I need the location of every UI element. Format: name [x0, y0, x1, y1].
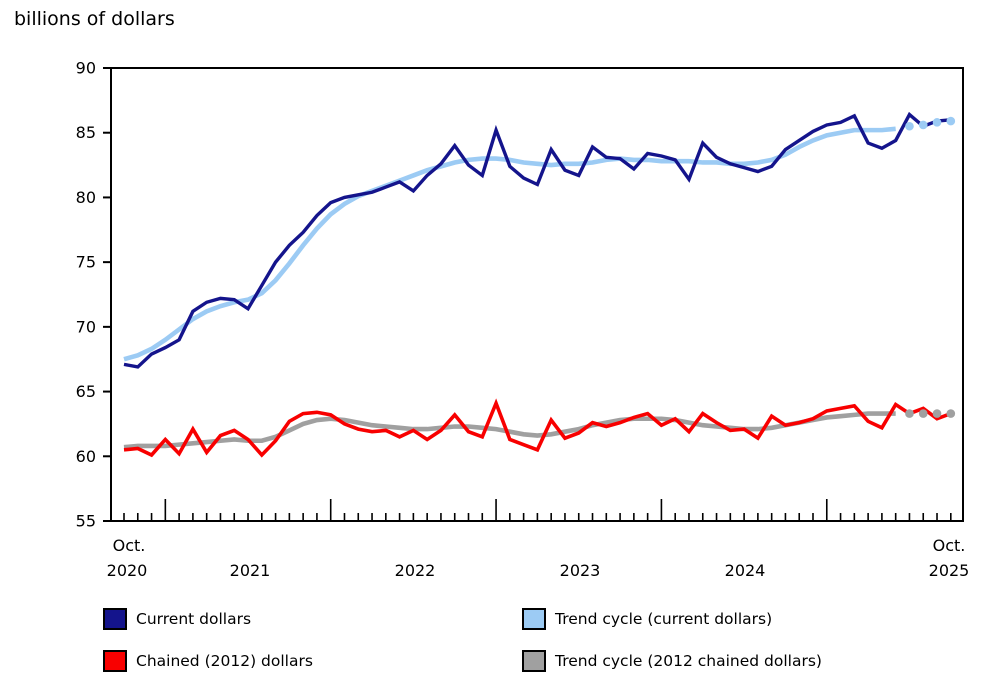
svg-text:55: 55 [76, 512, 96, 531]
x-label-year-2021: 2021 [229, 561, 271, 580]
legend-label-trend-chained: Trend cycle (2012 chained dollars) [555, 652, 822, 670]
legend-item-trend-chained: Trend cycle (2012 chained dollars) [522, 650, 822, 672]
legend-swatch-current-dollars [103, 608, 127, 630]
x-label-year-2022: 2022 [394, 561, 436, 580]
x-label-year-2023: 2023 [559, 561, 601, 580]
x-label-start-year: 2020 [106, 561, 148, 580]
x-label-end-year: 2025 [928, 561, 970, 580]
svg-text:90: 90 [76, 59, 96, 78]
legend-item-chained-dollars: Chained (2012) dollars [103, 650, 313, 672]
legend-label-chained-dollars: Chained (2012) dollars [136, 652, 313, 670]
legend-swatch-trend-chained [522, 650, 546, 672]
x-label-end-month: Oct. [932, 536, 966, 555]
legend-label-current-dollars: Current dollars [136, 610, 252, 628]
svg-text:70: 70 [76, 317, 96, 336]
legend-item-current-dollars: Current dollars [103, 608, 251, 630]
legend-label-trend-current: Trend cycle (current dollars) [555, 610, 773, 628]
svg-text:80: 80 [76, 188, 96, 207]
x-label-year-2024: 2024 [724, 561, 766, 580]
legend-swatch-chained-dollars [103, 650, 127, 672]
chart-title: billions of dollars [14, 8, 175, 30]
svg-text:60: 60 [76, 447, 96, 466]
svg-text:75: 75 [76, 253, 96, 272]
svg-text:65: 65 [76, 382, 96, 401]
svg-text:85: 85 [76, 123, 96, 142]
legend-swatch-trend-current [522, 608, 546, 630]
legend-item-trend-current: Trend cycle (current dollars) [522, 608, 772, 630]
x-label-start-month: Oct. [112, 536, 146, 555]
